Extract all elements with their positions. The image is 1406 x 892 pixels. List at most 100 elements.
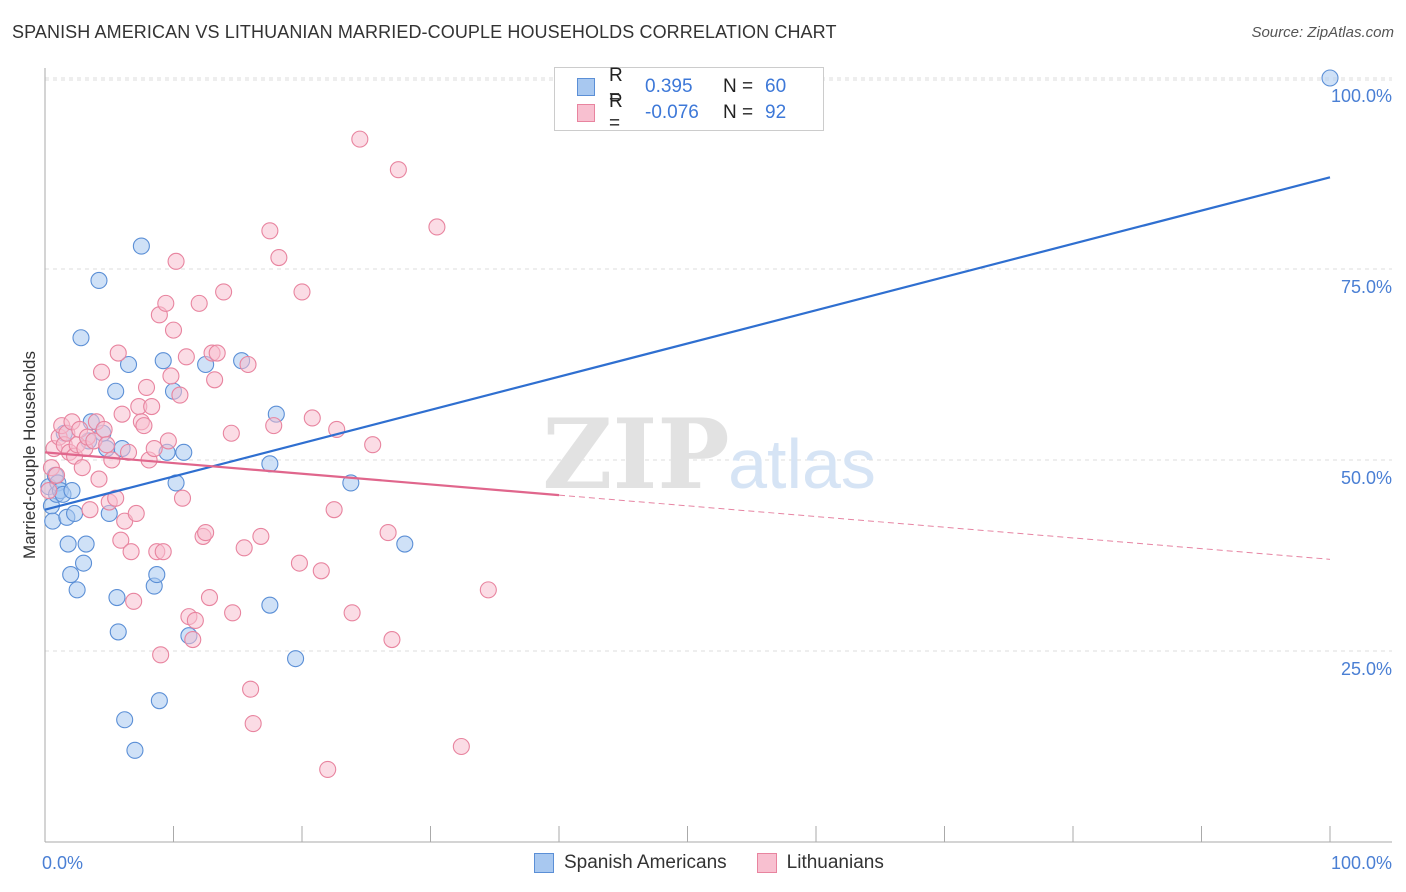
point-lithuanian xyxy=(197,524,215,542)
point-spanish-american xyxy=(261,455,279,473)
point-lithuanian xyxy=(90,470,108,488)
legend-n-value: 92 xyxy=(765,102,787,123)
point-lithuanian xyxy=(73,459,91,477)
point-spanish-american xyxy=(44,512,62,530)
point-lithuanian xyxy=(145,439,163,458)
point-lithuanian xyxy=(383,630,401,649)
point-spanish-american xyxy=(150,692,168,710)
point-lithuanian xyxy=(103,451,121,469)
point-lithuanian xyxy=(452,737,470,756)
series-legend-label: Spanish Americans xyxy=(564,852,727,873)
series-swatch-lithuanian xyxy=(756,853,777,873)
point-lithuanian xyxy=(157,294,175,312)
y-tick-label: 50.0% xyxy=(1341,468,1392,488)
point-lithuanian xyxy=(92,363,111,381)
point-spanish-american xyxy=(75,554,93,572)
point-lithuanian xyxy=(190,294,208,312)
point-spanish-american xyxy=(261,596,279,614)
point-lithuanian xyxy=(293,283,311,301)
legend-r-value: -0.076 xyxy=(645,102,699,123)
point-lithuanian xyxy=(389,161,407,179)
legend-row-spanish: R = 0.395 N = 60 xyxy=(577,65,787,108)
point-lithuanian xyxy=(125,592,143,610)
point-spanish-american xyxy=(66,504,84,523)
series-legend-item-spanish[interactable]: Spanish Americans xyxy=(534,852,727,874)
point-lithuanian xyxy=(113,405,131,423)
point-lithuanian xyxy=(173,489,192,507)
point-spanish-american xyxy=(126,741,144,759)
point-spanish-american xyxy=(77,535,95,553)
legend-n-label: N = xyxy=(723,102,754,123)
point-lithuanian xyxy=(270,248,288,267)
x-tick-label: 0.0% xyxy=(42,853,83,873)
series-legend: Spanish Americans Lithuanians xyxy=(534,852,914,874)
y-tick-label: 75.0% xyxy=(1341,277,1392,297)
trend-line-lithuanian-dashed xyxy=(558,494,1331,560)
point-lithuanian xyxy=(364,436,382,454)
point-lithuanian xyxy=(135,417,153,435)
point-spanish-american xyxy=(107,382,125,400)
point-lithuanian xyxy=(40,482,58,500)
point-spanish-american xyxy=(116,711,134,729)
point-lithuanian xyxy=(95,420,113,438)
point-lithuanian xyxy=(379,524,397,542)
stats-legend: R = 0.395 N = 60 R = -0.076 N = 92 xyxy=(554,65,824,134)
legend-row-lithuanian: R = -0.076 N = 92 xyxy=(577,91,787,134)
tick-labels: 25.0% 50.0% 75.0% 100.0% 0.0% 100.0% xyxy=(42,86,1392,873)
point-spanish-american xyxy=(59,535,77,553)
point-lithuanian xyxy=(122,543,140,561)
legend-n-value: 60 xyxy=(765,76,787,97)
watermark: ZIP atlas xyxy=(542,398,876,511)
axes xyxy=(44,68,1392,843)
trend-line-lithuanian xyxy=(44,451,560,497)
point-lithuanian xyxy=(325,501,343,519)
point-spanish-american xyxy=(287,650,305,668)
point-spanish-american xyxy=(63,482,81,500)
point-lithuanian xyxy=(164,321,183,339)
point-spanish-american xyxy=(68,581,86,599)
point-lithuanian xyxy=(224,604,242,622)
legend-r-value: 0.395 xyxy=(645,76,693,97)
point-lithuanian xyxy=(112,531,130,549)
point-spanish-american xyxy=(396,535,414,553)
point-spanish-american xyxy=(148,566,166,584)
point-lithuanian xyxy=(215,283,233,301)
trend-lines xyxy=(44,176,1331,560)
point-lithuanian xyxy=(186,611,204,629)
point-lithuanian xyxy=(222,424,240,442)
point-lithuanian xyxy=(319,760,337,778)
point-lithuanian xyxy=(428,218,446,236)
point-lithuanian xyxy=(109,344,127,362)
point-lithuanian xyxy=(137,378,156,396)
point-lithuanian xyxy=(290,554,308,572)
watermark-atlas: atlas xyxy=(728,425,876,503)
point-spanish-american xyxy=(62,566,80,584)
point-lithuanian xyxy=(265,417,283,435)
point-lithuanian xyxy=(167,252,185,270)
point-lithuanian xyxy=(312,562,330,580)
x-tick-label: 100.0% xyxy=(1331,853,1392,873)
point-lithuanian xyxy=(48,466,66,484)
point-spanish-american xyxy=(132,237,150,255)
point-spanish-american xyxy=(175,443,193,461)
legend-r-label: R = xyxy=(609,91,623,134)
point-spanish-american xyxy=(72,329,90,347)
point-lithuanian xyxy=(154,543,172,561)
point-lithuanian xyxy=(81,501,99,519)
legend-swatch-spanish xyxy=(577,78,595,96)
point-lithuanian xyxy=(261,222,279,240)
series-swatch-spanish xyxy=(534,853,554,873)
point-spanish-american xyxy=(108,588,126,607)
legend-swatch-lithuanian xyxy=(577,104,595,122)
y-tick-label: 25.0% xyxy=(1341,659,1392,679)
point-lithuanian xyxy=(98,436,116,454)
point-lithuanian xyxy=(159,432,177,450)
point-lithuanian xyxy=(127,504,145,523)
series-legend-item-lithuanian[interactable]: Lithuanians xyxy=(756,852,884,874)
point-lithuanian xyxy=(239,355,257,374)
point-lithuanian xyxy=(208,344,226,362)
source-label: Source: ZipAtlas.com xyxy=(1251,24,1394,41)
point-lithuanian xyxy=(343,604,361,622)
point-lithuanian xyxy=(152,646,170,664)
